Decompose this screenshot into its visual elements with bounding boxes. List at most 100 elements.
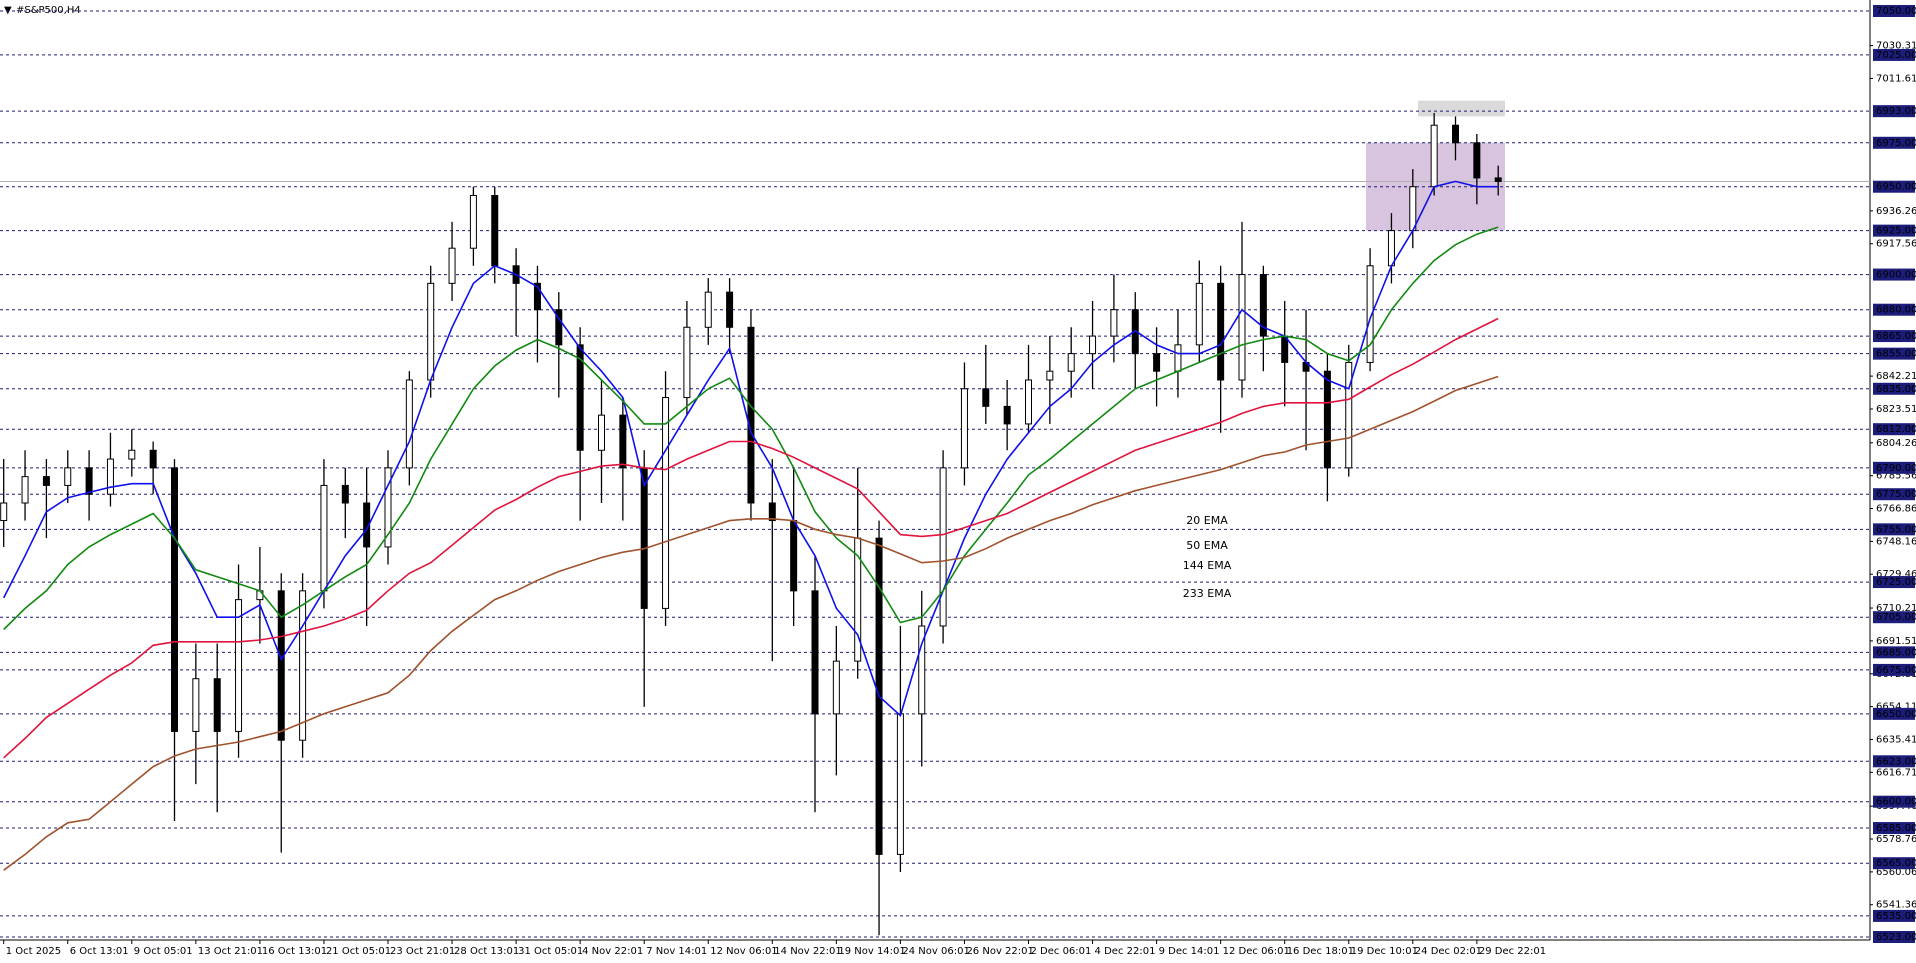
candle-body bbox=[213, 678, 221, 732]
candle-body bbox=[811, 590, 819, 715]
ema-line bbox=[2, 180, 1499, 718]
candle-body bbox=[1110, 309, 1118, 337]
level-label-box bbox=[1873, 857, 1915, 870]
candle-body bbox=[704, 291, 712, 328]
y-tick-label: 7030.31 bbox=[1876, 41, 1916, 52]
candle-body bbox=[1025, 379, 1032, 425]
level-label: 6725.00 bbox=[1876, 577, 1916, 588]
candle-body bbox=[555, 309, 563, 346]
x-tick-label: 14 Nov 22:01 bbox=[774, 946, 841, 957]
level-label: 6880.00 bbox=[1876, 305, 1916, 316]
x-tick-label: 24 Dec 02:01 bbox=[1415, 946, 1482, 957]
level-label: 6650.00 bbox=[1876, 709, 1916, 720]
candle-body bbox=[106, 458, 114, 495]
level-label-box bbox=[1873, 347, 1915, 360]
level-label-box bbox=[1873, 707, 1915, 720]
x-tick-label: 24 Nov 06:01 bbox=[902, 946, 969, 957]
x-tick-label: 1 Oct 2025 bbox=[6, 946, 61, 957]
legend-entry: 233 EMA bbox=[1183, 587, 1232, 600]
y-tick-label: 6710.21 bbox=[1876, 603, 1916, 614]
level-label: 6975.00 bbox=[1876, 138, 1916, 149]
candle-body bbox=[1323, 370, 1331, 469]
candle-body bbox=[235, 599, 243, 732]
y-tick-label: 6541.36 bbox=[1876, 900, 1916, 911]
candle-body bbox=[1452, 124, 1459, 144]
candle-body bbox=[171, 467, 178, 732]
level-label: 6865.00 bbox=[1876, 331, 1916, 342]
level-label: 6565.00 bbox=[1876, 858, 1916, 869]
candle-body bbox=[491, 194, 499, 267]
level-label-box bbox=[1873, 461, 1915, 474]
level-label-box bbox=[1873, 822, 1915, 835]
x-tick-label: 28 Oct 13:01 bbox=[454, 946, 519, 957]
y-tick-label: 6748.16 bbox=[1876, 536, 1916, 547]
level-label: 6623.00 bbox=[1876, 756, 1916, 767]
candle-body bbox=[918, 625, 926, 715]
y-tick-label: 6785.56 bbox=[1876, 471, 1916, 482]
y-tick-label: 6936.26 bbox=[1876, 206, 1916, 217]
level-label: 6855.00 bbox=[1876, 349, 1916, 360]
candle-body bbox=[598, 414, 605, 451]
x-tick-label: 29 Dec 22:01 bbox=[1479, 946, 1546, 957]
x-tick-label: 4 Nov 22:01 bbox=[582, 946, 643, 957]
x-tick-label: 13 Oct 21:01 bbox=[198, 946, 263, 957]
x-tick-label: 31 Oct 05:01 bbox=[518, 946, 583, 957]
candle-body bbox=[683, 326, 691, 399]
legend-entry: 50 EMA bbox=[1186, 539, 1228, 552]
zone bbox=[1418, 100, 1505, 117]
candle-body bbox=[277, 590, 285, 741]
candle-body bbox=[21, 476, 29, 504]
level-label: 7025.00 bbox=[1876, 50, 1916, 61]
candle-body bbox=[42, 476, 50, 486]
candle-body bbox=[832, 660, 840, 715]
level-label: 6585.00 bbox=[1876, 823, 1916, 834]
candle-body bbox=[790, 520, 798, 592]
x-tick-label: 4 Dec 22:01 bbox=[1095, 946, 1156, 957]
candle-body bbox=[341, 484, 349, 504]
candle-body bbox=[128, 449, 136, 460]
level-label-box bbox=[1873, 931, 1915, 943]
y-tick-label: 6729.46 bbox=[1876, 569, 1916, 580]
candle-body bbox=[939, 467, 947, 627]
level-label-box bbox=[1873, 105, 1915, 118]
level-label-box bbox=[1873, 576, 1915, 589]
candle-body bbox=[1494, 177, 1502, 182]
y-tick-label: 6616.71 bbox=[1876, 767, 1916, 778]
level-label-box bbox=[1873, 268, 1915, 281]
level-label: 6705.00 bbox=[1876, 612, 1916, 623]
candle-body bbox=[320, 484, 328, 592]
level-label: 6925.00 bbox=[1876, 226, 1916, 237]
y-tick-label: 6842.21 bbox=[1876, 371, 1916, 382]
candle-body bbox=[469, 194, 477, 249]
x-tick-label: 6 Oct 13:01 bbox=[70, 946, 129, 957]
candle-body bbox=[1238, 274, 1246, 381]
level-label: 6685.00 bbox=[1876, 647, 1916, 658]
level-label-box bbox=[1873, 755, 1915, 768]
x-tick-label: 16 Oct 13:01 bbox=[262, 946, 327, 957]
level-label: 6755.00 bbox=[1876, 524, 1916, 535]
ema-line bbox=[3, 317, 1499, 759]
y-tick-label: 6766.86 bbox=[1876, 504, 1916, 515]
x-tick-label: 26 Nov 22:01 bbox=[966, 946, 1033, 957]
level-label-box bbox=[1873, 795, 1915, 808]
candle-body bbox=[1067, 353, 1075, 372]
level-label: 6775.00 bbox=[1876, 489, 1916, 500]
y-tick-label: 6654.11 bbox=[1876, 702, 1916, 713]
level-label: 6675.00 bbox=[1876, 665, 1916, 676]
legend-entry: 144 EMA bbox=[1183, 559, 1232, 572]
candle-body bbox=[1003, 405, 1011, 425]
level-label-box bbox=[1873, 48, 1915, 61]
candle-body bbox=[1089, 335, 1097, 355]
candle-body bbox=[64, 467, 72, 486]
candle-body bbox=[640, 467, 648, 609]
level-label: 6812.00 bbox=[1876, 424, 1916, 435]
ema-line bbox=[3, 226, 1499, 631]
level-label: 6523.00 bbox=[1876, 932, 1916, 943]
candle-body bbox=[427, 282, 435, 381]
candle-body bbox=[960, 388, 968, 469]
candle-body bbox=[1430, 124, 1438, 188]
x-tick-label: 9 Oct 05:01 bbox=[134, 946, 193, 957]
level-label: 6900.00 bbox=[1876, 270, 1916, 281]
